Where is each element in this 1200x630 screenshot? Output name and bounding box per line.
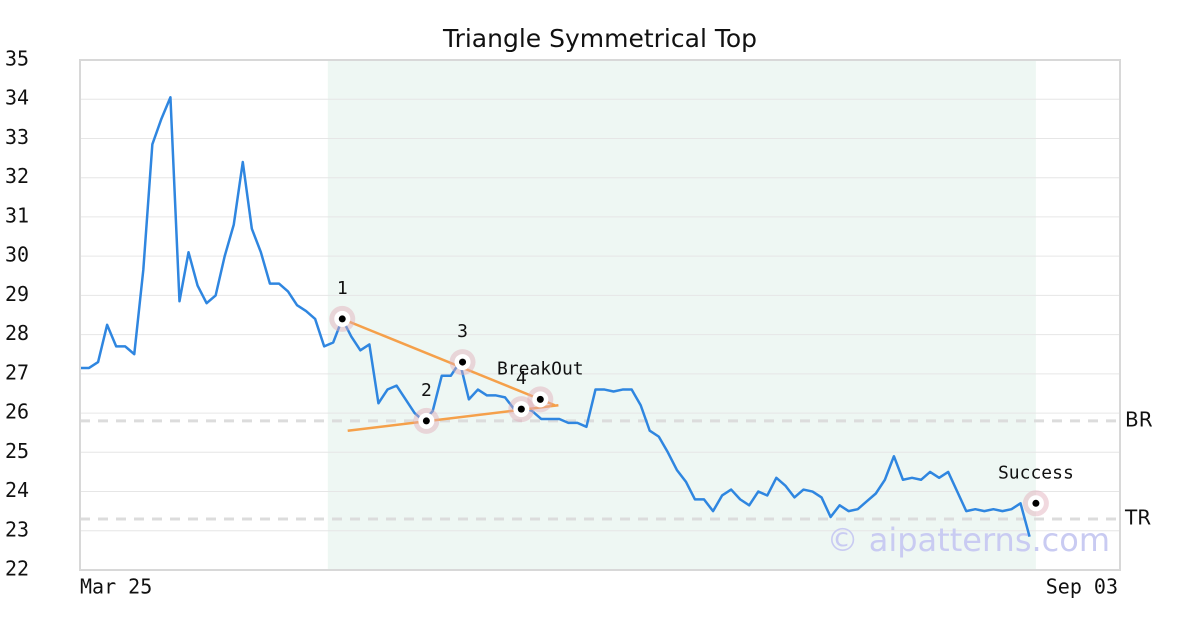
annotation-label: Success [998, 462, 1074, 483]
y-tick-label: 35 [5, 47, 29, 71]
y-tick-label: 22 [5, 557, 29, 581]
price-line [80, 96, 1031, 537]
level-label: TR [1124, 506, 1151, 530]
annotation-label: 1 [337, 278, 348, 299]
y-tick-label: 31 [5, 203, 29, 227]
chart-title: Triangle Symmetrical Top [442, 24, 757, 53]
trend-line [341, 317, 556, 407]
annotation-label: BreakOut [497, 358, 584, 379]
annotation-point [338, 315, 346, 323]
y-tick-label: 28 [5, 321, 29, 345]
x-tick-label: Mar 25 [80, 575, 152, 599]
y-tick-label: 33 [5, 125, 29, 149]
x-tick-label: Sep 03 [1046, 575, 1118, 599]
pattern-region [327, 60, 1036, 570]
y-tick-label: 24 [5, 478, 29, 502]
y-tick-label: 25 [5, 439, 29, 463]
annotation-label: 4 [516, 368, 527, 389]
y-tick-label: 34 [5, 86, 29, 110]
annotation-label: 3 [457, 321, 468, 342]
annotation-point [422, 417, 430, 425]
annotation-label: 2 [421, 380, 432, 401]
annotation-point [1032, 499, 1040, 507]
annotation-point [517, 405, 525, 413]
y-tick-label: 29 [5, 282, 29, 306]
level-label: BR [1125, 407, 1153, 431]
annotation-point [459, 358, 467, 366]
y-tick-label: 30 [5, 243, 29, 267]
y-tick-label: 32 [5, 164, 29, 188]
y-tick-label: 27 [5, 360, 29, 384]
plot-frame [79, 59, 1121, 571]
annotation-point [536, 395, 544, 403]
watermark: © aipatterns.com [827, 521, 1110, 559]
y-tick-label: 23 [5, 517, 29, 541]
y-tick-label: 26 [5, 400, 29, 424]
